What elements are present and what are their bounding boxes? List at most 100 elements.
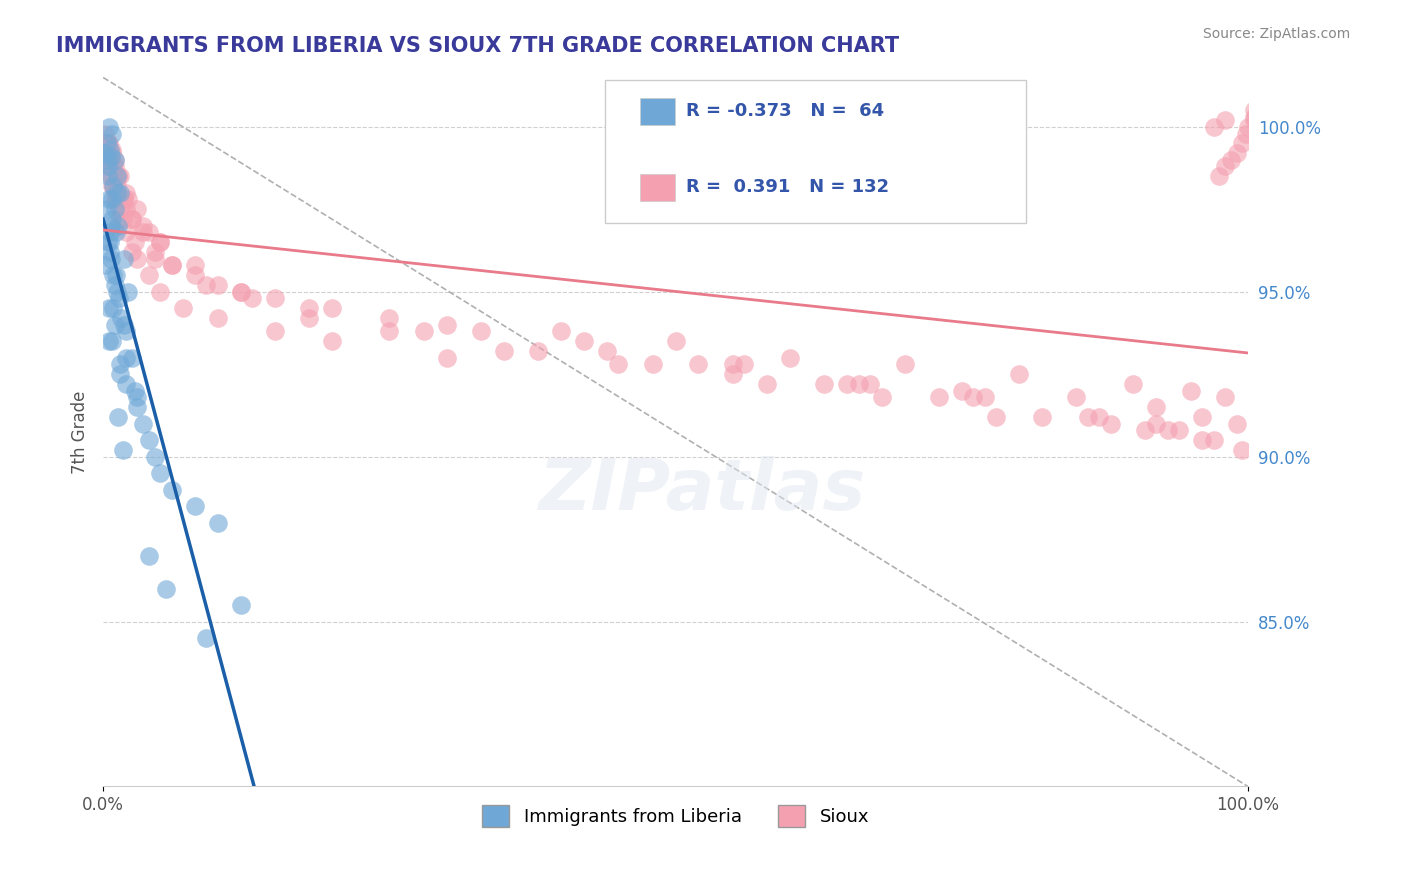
- Point: [183, 259, 205, 273]
- Point: [837, 377, 859, 392]
- Point: [110, 212, 132, 227]
- Point: [1144, 417, 1167, 431]
- Legend: Immigrants from Liberia, Sioux: Immigrants from Liberia, Sioux: [475, 797, 876, 834]
- Point: [98, 143, 121, 157]
- Point: [229, 598, 252, 612]
- Point: [1099, 417, 1122, 431]
- Point: [97, 120, 120, 134]
- Point: [813, 377, 835, 392]
- Point: [1133, 423, 1156, 437]
- Point: [160, 259, 183, 273]
- Point: [98, 160, 121, 174]
- Point: [950, 384, 973, 398]
- Point: [107, 169, 129, 184]
- Point: [121, 351, 143, 365]
- Point: [112, 318, 135, 332]
- Point: [121, 245, 143, 260]
- Y-axis label: 7th Grade: 7th Grade: [72, 391, 89, 474]
- Point: [183, 268, 205, 283]
- Point: [97, 193, 120, 207]
- Point: [96, 136, 118, 151]
- Point: [112, 193, 135, 207]
- Point: [98, 226, 121, 240]
- Point: [298, 311, 321, 326]
- Point: [321, 301, 343, 316]
- Point: [103, 153, 125, 167]
- Point: [1088, 410, 1111, 425]
- Point: [100, 252, 122, 266]
- Point: [378, 311, 401, 326]
- Point: [195, 631, 218, 645]
- Point: [110, 357, 132, 371]
- Point: [155, 582, 177, 596]
- Point: [1202, 434, 1225, 448]
- Point: [101, 146, 124, 161]
- Point: [124, 384, 146, 398]
- Point: [143, 245, 166, 260]
- Point: [100, 169, 122, 184]
- Point: [127, 390, 149, 404]
- Point: [112, 193, 135, 207]
- Point: [97, 136, 120, 151]
- Point: [1008, 368, 1031, 382]
- Point: [104, 193, 127, 207]
- Point: [1122, 377, 1144, 392]
- Point: [103, 268, 125, 283]
- Point: [149, 466, 172, 480]
- Point: [870, 390, 893, 404]
- Point: [1243, 113, 1265, 128]
- Point: [572, 334, 595, 349]
- Point: [183, 499, 205, 513]
- Point: [103, 179, 125, 194]
- Point: [100, 169, 122, 184]
- Point: [848, 377, 870, 392]
- Point: [1213, 390, 1236, 404]
- Text: R =  0.391   N = 132: R = 0.391 N = 132: [686, 178, 889, 196]
- Point: [1180, 384, 1202, 398]
- Point: [121, 212, 143, 227]
- Text: IMMIGRANTS FROM LIBERIA VS SIOUX 7TH GRADE CORRELATION CHART: IMMIGRANTS FROM LIBERIA VS SIOUX 7TH GRA…: [56, 36, 900, 55]
- Point: [108, 292, 131, 306]
- Point: [94, 127, 117, 141]
- Point: [664, 334, 686, 349]
- Point: [160, 259, 183, 273]
- Point: [378, 324, 401, 338]
- Point: [121, 212, 143, 227]
- Point: [97, 160, 120, 174]
- Point: [984, 410, 1007, 425]
- Point: [110, 186, 132, 200]
- Point: [110, 368, 132, 382]
- Point: [436, 318, 458, 332]
- Point: [1191, 434, 1213, 448]
- Text: R = -0.373   N =  64: R = -0.373 N = 64: [686, 103, 884, 120]
- Point: [101, 212, 124, 227]
- Point: [1157, 423, 1180, 437]
- Point: [115, 351, 138, 365]
- Point: [859, 377, 882, 392]
- Point: [127, 252, 149, 266]
- Point: [298, 301, 321, 316]
- Point: [96, 153, 118, 167]
- Point: [115, 226, 138, 240]
- Point: [172, 301, 194, 316]
- Point: [641, 357, 664, 371]
- Point: [97, 169, 120, 184]
- Point: [928, 390, 950, 404]
- Point: [103, 160, 125, 174]
- Point: [100, 150, 122, 164]
- Point: [412, 324, 434, 338]
- Point: [94, 146, 117, 161]
- Point: [103, 186, 125, 200]
- Point: [104, 268, 127, 283]
- Point: [101, 193, 124, 207]
- Point: [103, 202, 125, 217]
- Point: [97, 146, 120, 161]
- Point: [1144, 401, 1167, 415]
- Point: [1237, 120, 1260, 134]
- Point: [263, 292, 285, 306]
- Point: [138, 434, 160, 448]
- Point: [1191, 410, 1213, 425]
- Point: [115, 377, 138, 392]
- Point: [127, 202, 149, 217]
- Point: [138, 226, 160, 240]
